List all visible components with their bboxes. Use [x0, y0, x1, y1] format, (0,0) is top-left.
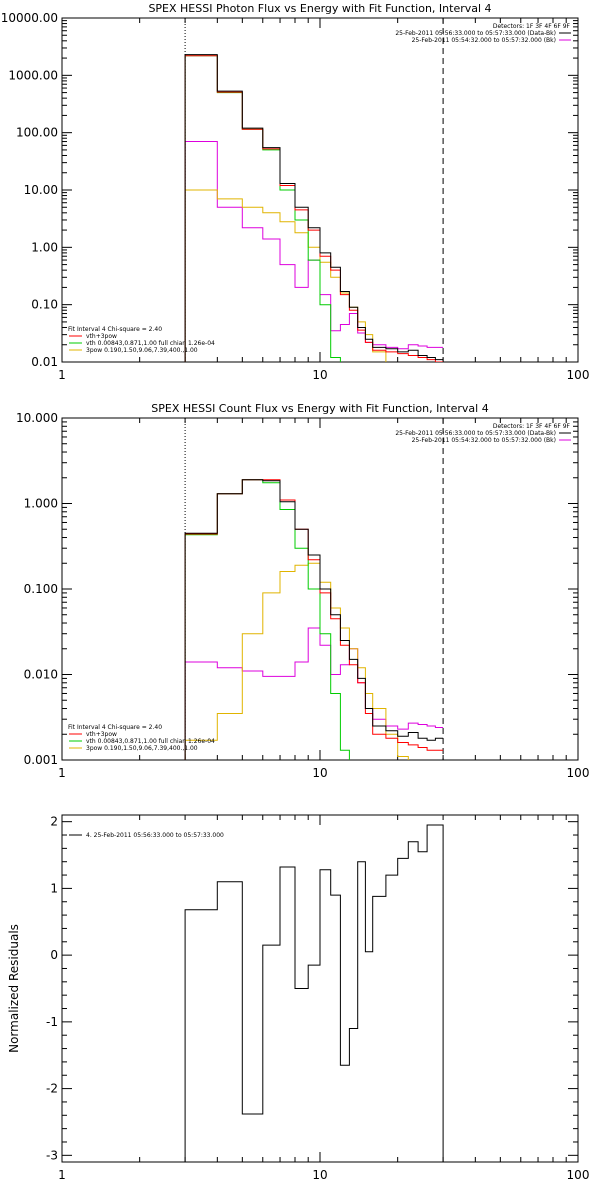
- series-group: [184, 479, 444, 760]
- y-tick-label: 2: [50, 815, 58, 829]
- y-tick-label: -3: [46, 1148, 58, 1162]
- legend-bottom-entry: vth+3pow: [86, 731, 117, 738]
- x-tick-label: 1: [58, 368, 66, 382]
- plot-frame: [61, 814, 579, 1163]
- chart-title: SPEX HESSI Count Flux vs Energy with Fit…: [151, 402, 488, 415]
- series-1-line: [184, 479, 444, 760]
- legend-top-entry: 25-Feb-2011 05:54:32.000 to 05:57:32.000…: [412, 437, 556, 444]
- series-4-line: [184, 141, 444, 362]
- x-tick-label: 100: [567, 1168, 590, 1182]
- series-1-line: [184, 824, 444, 1162]
- series-1-line: [184, 54, 444, 362]
- y-tick-label: 0: [50, 948, 58, 962]
- series-group: [184, 54, 444, 362]
- y-tick-label: 0.10: [31, 298, 58, 312]
- series-3-line: [184, 55, 341, 362]
- x-tick-label: 10: [312, 368, 327, 382]
- y-tick-label: -1: [46, 1015, 58, 1029]
- legend-bottom-entry: vth+3pow: [86, 333, 117, 340]
- legend-fit-header: Fit Interval 4 Chi-square = 2.40: [68, 724, 162, 731]
- y-tick-label: 0.100: [24, 582, 58, 596]
- legend-top-entry: 25-Feb-2011 05:54:32.000 to 05:57:32.000…: [412, 37, 556, 44]
- x-tick-label: 10: [312, 766, 327, 780]
- chart-panel-3: 1 10 100 -3 -2 -1 0 1 2 Normalized Residuals 4. 25…: [7, 814, 590, 1182]
- y-tick-label: 1000.00: [8, 68, 58, 82]
- legend-bottom-entry: vth 0.00843,0.871,1.00 full chian 1.26e-…: [86, 738, 215, 745]
- legend-detectors: Detectors: 1F 3F 4F 6F 9F: [493, 423, 571, 430]
- y-tick-label: 10000.00: [1, 11, 58, 25]
- series-2-line: [184, 479, 444, 760]
- y-tick-label: 100.00: [16, 126, 58, 140]
- legend-bottom-entry: vth 0.00843,0.871,1.00 full chian 1.26e-…: [86, 340, 215, 347]
- legend-detectors: Detectors: 1F 3F 4F 6F 9F: [493, 23, 571, 30]
- legend-top-entry: 25-Feb-2011 05:56:33.000 to 05:57:33.000…: [395, 30, 556, 37]
- y-axis-label: Normalized Residuals: [7, 924, 21, 1053]
- x-tick-label: 10: [312, 1168, 327, 1182]
- chart-panel-2: SPEX HESSI Count Flux vs Energy with Fit…: [16, 402, 590, 780]
- series-4-line: [184, 627, 444, 760]
- legend-top-entry: 25-Feb-2011 05:56:33.000 to 05:57:33.000…: [395, 430, 556, 437]
- chart-panel-1: SPEX HESSI Photon Flux vs Energy with Fi…: [1, 2, 590, 382]
- y-tick-label: 0.001: [24, 753, 58, 767]
- chart-title: SPEX HESSI Photon Flux vs Energy with Fi…: [148, 2, 491, 15]
- series-2-line: [184, 55, 444, 362]
- series-3-line: [184, 479, 350, 760]
- y-tick-label: 1.00: [31, 240, 58, 254]
- x-tick-label: 100: [567, 368, 590, 382]
- x-tick-label: 1: [58, 1168, 66, 1182]
- legend-fit-header: Fit Interval 4 Chi-square = 2.40: [68, 326, 162, 333]
- y-tick-label: 0.010: [24, 668, 58, 682]
- plot-frame: [61, 17, 579, 363]
- series-group: [184, 824, 444, 1162]
- x-tick-label: 100: [567, 766, 590, 780]
- y-tick-label: 1: [50, 881, 58, 895]
- y-tick-label: -2: [46, 1082, 58, 1096]
- y-tick-label: 0.01: [31, 355, 58, 369]
- series-5-line: [184, 189, 387, 362]
- y-tick-label: 10.000: [16, 411, 58, 425]
- x-tick-label: 1: [58, 766, 66, 780]
- legend-bottom-entry: 3pow 0.190,1.50,9.06,7.39,400.,1.00: [86, 347, 198, 354]
- y-tick-label: 1.000: [24, 497, 58, 511]
- y-tick-label: 10.00: [24, 183, 58, 197]
- legend-residual-entry: 4. 25-Feb-2011 05:56:33.000 to 05:57:33.…: [86, 832, 224, 839]
- legend-bottom-entry: 3pow 0.190,1.50,9.06,7.39,400.,1.00: [86, 745, 198, 752]
